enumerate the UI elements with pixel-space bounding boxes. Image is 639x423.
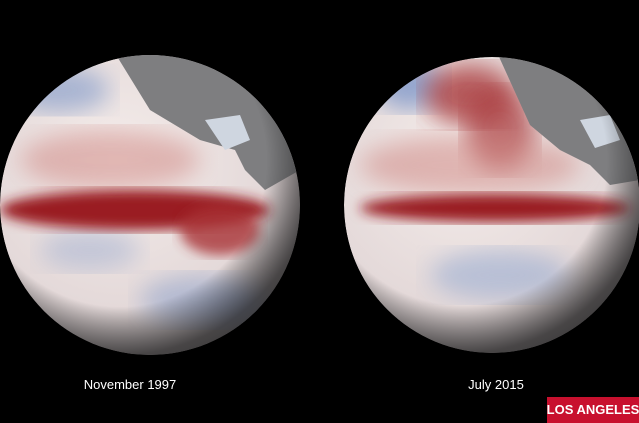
badge: LOS ANGELES	[547, 402, 639, 417]
caption: July 2015	[468, 377, 524, 392]
caption: November 1997	[84, 377, 177, 392]
badge-background	[547, 397, 639, 423]
globe-2015	[344, 57, 639, 353]
